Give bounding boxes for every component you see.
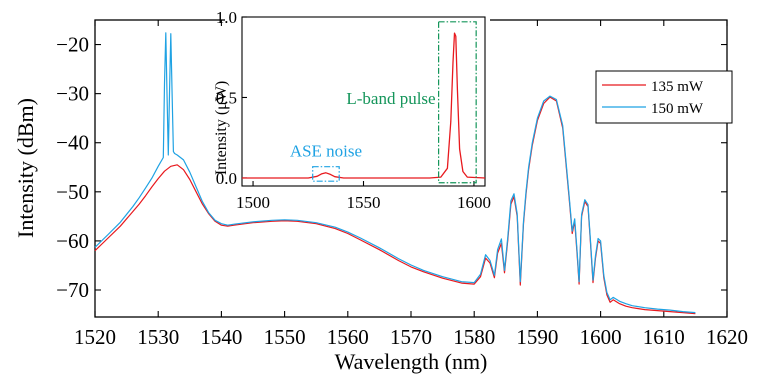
inset-ytick-label: 0.5 (216, 88, 237, 107)
main-xtick-label: 1570 (390, 325, 432, 349)
inset-series (242, 32, 486, 179)
inset-background (225, 14, 490, 188)
main-ytick-label: −60 (56, 229, 89, 253)
inset-annotations: ASE noise L-band pulse (290, 21, 477, 184)
main-tick-labels: 1520 1530 1540 1550 1560 1570 1580 1590 1600 1610… (56, 33, 748, 349)
legend: 135 mW 150 mW (595, 70, 733, 124)
inset-xtick-label: 1500 (236, 193, 270, 212)
main-ytick-label: −50 (56, 180, 89, 204)
inset-y-axis-label: Intensity (μW) (213, 81, 230, 175)
annotation-box-0 (312, 166, 340, 182)
annotation-label-ase-noise: ASE noise (290, 142, 362, 161)
main-ytick-label: −20 (56, 33, 89, 57)
main-xtick-label: 1550 (264, 325, 306, 349)
inset-ytick-label: 0.0 (216, 169, 237, 188)
legend-box (595, 70, 733, 124)
inset-ytick-label: 1.0 (216, 8, 237, 27)
annotation-box-1 (438, 21, 477, 184)
legend-label-135mw: 135 mW (651, 79, 704, 95)
inset-series-0 (242, 32, 486, 179)
main-xtick-label: 1610 (643, 325, 685, 349)
main-xtick-label: 1590 (516, 325, 558, 349)
inset-xtick-label: 1600 (457, 193, 491, 212)
inset-xtick-label: 1550 (347, 193, 381, 212)
legend-label-150mw: 150 mW (651, 101, 704, 117)
main-ytick-label: −70 (56, 278, 89, 302)
y-axis-label: Intensity (dBm) (13, 98, 38, 238)
annotation-label-l-band-pulse: L-band pulse (346, 89, 435, 108)
main-xtick-label: 1580 (453, 325, 495, 349)
main-xtick-label: 1560 (327, 325, 369, 349)
x-axis-label: Wavelength (nm) (335, 349, 488, 374)
main-xtick-label: 1520 (74, 325, 116, 349)
main-series-150mw (94, 32, 696, 314)
main-ytick-label: −40 (56, 131, 89, 155)
inset-tick-labels: 1500 1550 1600 0.0 0.5 1.0 (216, 8, 491, 212)
main-xtick-label: 1530 (137, 325, 179, 349)
main-xtick-label: 1600 (580, 325, 622, 349)
main-xtick-label: 1540 (200, 325, 242, 349)
main-xtick-label: 1620 (706, 325, 748, 349)
main-ytick-label: −30 (56, 82, 89, 106)
main-series (94, 32, 696, 315)
